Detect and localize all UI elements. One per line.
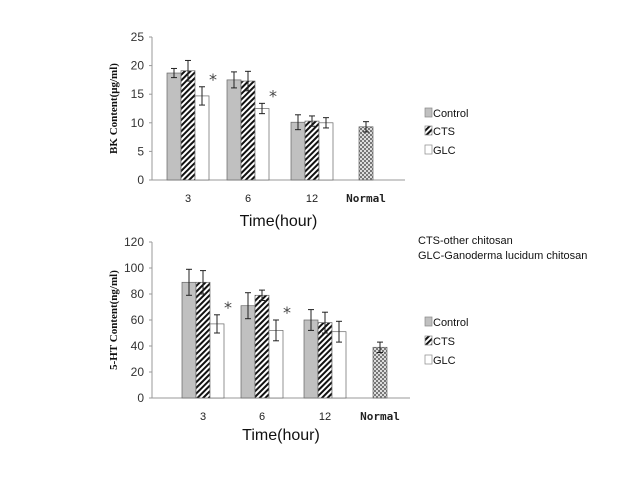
y-tick-label: 120 [124, 235, 144, 249]
x-tick-label: Normal [360, 410, 400, 423]
x-tick-label: 6 [259, 411, 265, 423]
y-axis-title: BK Content(μg/ml) [108, 63, 120, 154]
x-axis-title: Time(hour) [242, 427, 320, 444]
chart-2: 0 20 40 60 80 100 120 3 6 12 Normal Time(hour) 5-HT … [108, 235, 468, 444]
legend-swatch-cts [424, 125, 433, 136]
x-tick-label: 12 [306, 193, 318, 205]
significance-asterisk: * [209, 70, 217, 89]
y-tick-label: 5 [137, 144, 144, 158]
bar-glc [209, 323, 225, 399]
y-tick-label: 80 [131, 287, 145, 301]
significance-asterisk: * [224, 298, 232, 317]
bar-cts [195, 281, 211, 399]
bar-cts [304, 120, 320, 181]
significance-asterisk: * [283, 303, 291, 322]
significance-asterisk: * [269, 86, 277, 105]
bar-control [181, 281, 197, 399]
x-axis-title: Time(hour) [240, 213, 318, 230]
y-axis-title: 5-HT Content(ng/ml) [108, 270, 120, 370]
y-tick-label: 15 [131, 87, 145, 101]
note-glc: GLC-Ganoderma lucidum chitosan [418, 250, 588, 262]
y-tick-label: 60 [131, 313, 145, 327]
y-tick-label: 20 [131, 365, 145, 379]
legend-swatch-control [424, 107, 433, 118]
bar-cts [254, 294, 270, 399]
y-tick-label: 0 [137, 173, 144, 187]
legend-label-glc: GLC [433, 355, 456, 367]
x-tick-label: 3 [200, 411, 206, 423]
bar-control [226, 79, 242, 181]
bar-control [290, 121, 306, 181]
bar-cts [180, 70, 196, 181]
bar-control [303, 319, 319, 399]
x-tick-label: Normal [346, 192, 386, 205]
legend-label-cts: CTS [433, 126, 455, 138]
legend-label-cts: CTS [433, 336, 455, 348]
legend-swatch-glc [424, 354, 433, 365]
note-cts: CTS-other chitosan [418, 235, 513, 247]
y-tick-label: 100 [124, 261, 144, 275]
legend-swatch-control [424, 316, 433, 327]
bar-control [240, 305, 256, 399]
legend-swatch-glc [424, 144, 433, 155]
x-tick-label: 6 [245, 193, 251, 205]
legend-label-control: Control [433, 108, 468, 120]
x-tick-label: 3 [185, 193, 191, 205]
bar-glc [254, 108, 270, 181]
x-tick-label: 12 [319, 411, 331, 423]
legend-label-glc: GLC [433, 145, 456, 157]
y-tick-label: 0 [137, 391, 144, 405]
legend-label-control: Control [433, 317, 468, 329]
bar-cts [240, 80, 256, 181]
y-tick-label: 20 [131, 59, 145, 73]
bar-glc [194, 95, 210, 181]
legend-swatch-cts [424, 335, 433, 346]
y-tick-label: 10 [131, 116, 145, 130]
bar-normal [358, 126, 374, 181]
bar-control [166, 72, 182, 181]
bar-normal [372, 346, 388, 399]
y-tick-label: 25 [131, 30, 145, 44]
bar-cts [317, 322, 333, 399]
y-tick-label: 40 [131, 339, 145, 353]
bar-glc [318, 122, 334, 181]
chart-1: 0 5 10 15 20 25 3 6 12 Normal Time(hour) BK Content… [108, 30, 468, 230]
